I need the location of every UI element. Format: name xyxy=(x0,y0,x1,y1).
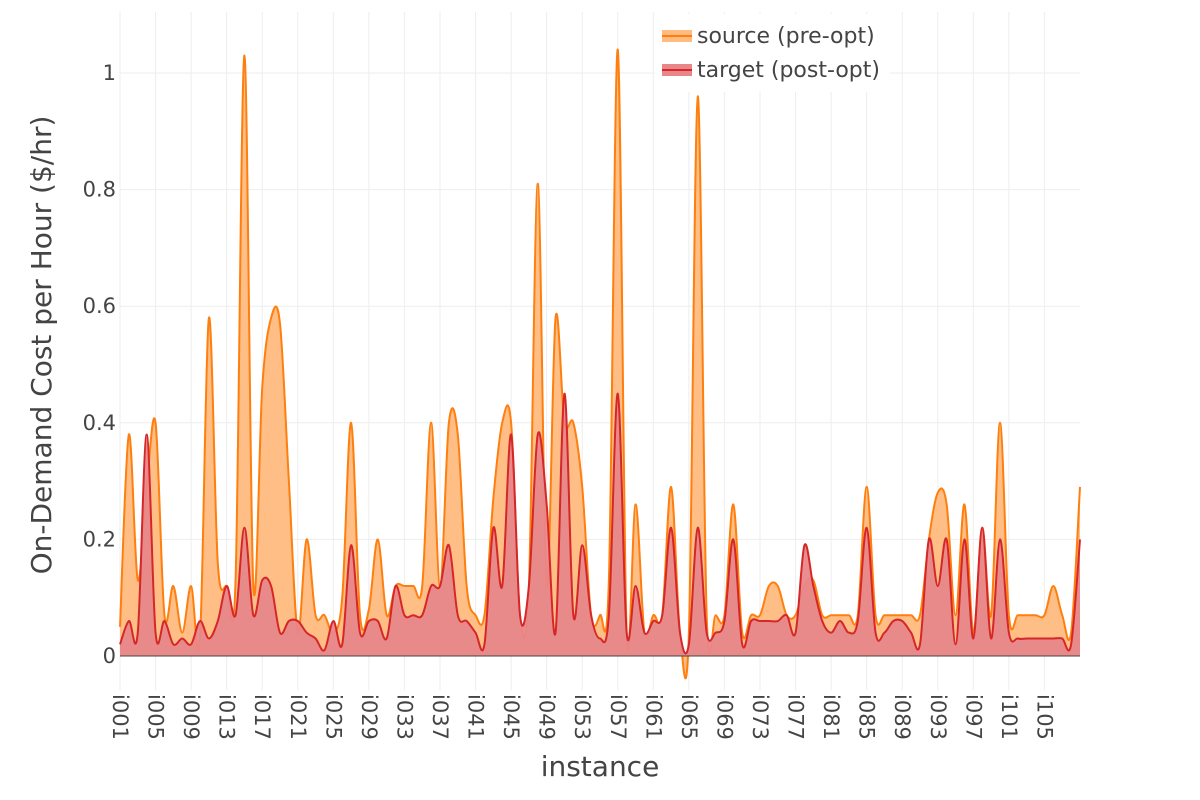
legend-background xyxy=(655,14,890,92)
x-tick-label: i049 xyxy=(535,694,559,740)
y-axis-title: On-Demand Cost per Hour ($/hr) xyxy=(25,116,58,575)
x-tick-label: i053 xyxy=(570,694,594,740)
x-tick-label: i025 xyxy=(321,694,345,740)
x-tick-label: i085 xyxy=(855,694,879,740)
y-tick-label: 0.8 xyxy=(83,178,116,202)
x-tick-label: i041 xyxy=(464,694,488,740)
x-tick-label: i021 xyxy=(286,694,310,740)
y-tick-label: 0.4 xyxy=(83,411,116,435)
x-tick-label: i001 xyxy=(108,694,132,740)
x-tick-label: i081 xyxy=(819,694,843,740)
legend-label-source: source (pre-opt) xyxy=(697,24,875,49)
y-axis: 0 0.2 0.4 0.6 0.8 1 xyxy=(83,61,116,668)
series-line-target xyxy=(119,392,1081,655)
x-tick-label: i097 xyxy=(961,694,985,740)
x-tick-label: i057 xyxy=(606,694,630,740)
x-tick-label: i089 xyxy=(890,694,914,740)
x-tick-label: i037 xyxy=(428,694,452,740)
x-axis: i001 i005 i009 i013 i017 i021 i025 i029 i033 i037… xyxy=(108,694,1056,740)
legend-item-source[interactable]: source (pre-opt) xyxy=(662,24,875,49)
x-tick-label: i005 xyxy=(144,694,168,740)
x-tick-label: i061 xyxy=(641,694,665,740)
plot-area xyxy=(119,48,1081,680)
series-area-target xyxy=(120,393,1080,656)
legend: source (pre-opt) target (post-opt) xyxy=(655,14,890,92)
x-tick-label: i045 xyxy=(499,694,523,740)
x-tick-label: i105 xyxy=(1032,694,1056,740)
x-axis-title: instance xyxy=(541,750,660,783)
x-tick-label: i017 xyxy=(250,694,274,740)
y-tick-label: 1 xyxy=(103,61,116,85)
x-tick-label: i077 xyxy=(784,694,808,740)
x-tick-label: i009 xyxy=(179,694,203,740)
x-tick-label: i093 xyxy=(926,694,950,740)
x-tick-label: i029 xyxy=(357,694,381,740)
series-line-source xyxy=(119,48,1081,680)
x-tick-label: i013 xyxy=(215,694,239,740)
x-tick-label: i073 xyxy=(748,694,772,740)
y-tick-label: 0.2 xyxy=(83,527,116,551)
legend-label-target: target (post-opt) xyxy=(697,58,880,83)
y-tick-label: 0 xyxy=(103,644,116,668)
legend-item-target[interactable]: target (post-opt) xyxy=(662,58,880,83)
x-tick-label: i033 xyxy=(392,694,416,740)
y-tick-label: 0.6 xyxy=(83,294,116,318)
x-tick-label: i069 xyxy=(712,694,736,740)
x-tick-label: i101 xyxy=(997,694,1021,740)
x-tick-label: i065 xyxy=(677,694,701,740)
